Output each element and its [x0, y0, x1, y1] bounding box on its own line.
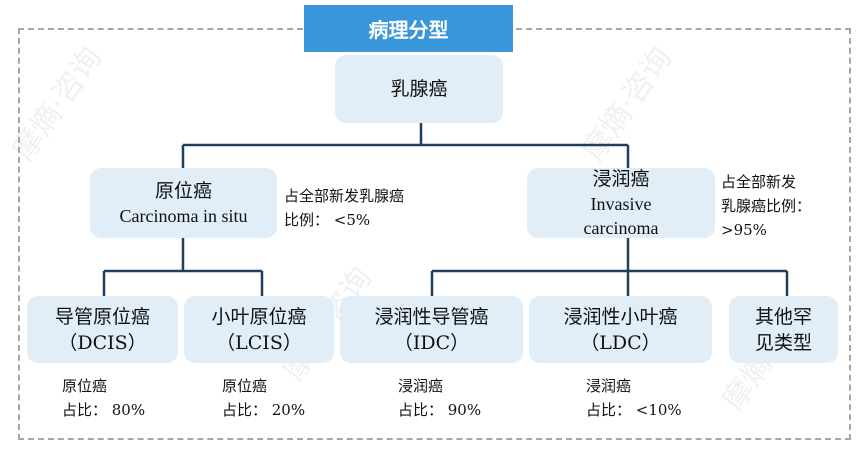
- note-line: 比例： <5%: [284, 211, 371, 229]
- note-line: 占比： 90%: [398, 401, 482, 419]
- note-line: 占全部新发: [721, 173, 797, 191]
- node-carcinoma-in-situ: 原位癌 Carcinoma in situ: [90, 168, 277, 238]
- node-label: 见类型: [754, 331, 812, 354]
- note-dcis: 原位癌 占比： 80%: [62, 374, 145, 422]
- node-label-en: Invasive: [590, 194, 652, 214]
- node-label-en: carcinoma: [583, 218, 659, 238]
- note-line: 原位癌: [222, 377, 268, 395]
- node-breast-cancer: 乳腺癌: [335, 55, 503, 123]
- node-label: 其他罕: [754, 305, 812, 328]
- note-line: 占比： 20%: [222, 401, 306, 419]
- connector-invasive: [430, 238, 789, 296]
- note-idc: 浸润癌 占比： 90%: [398, 374, 481, 422]
- node-label-en: Carcinoma in situ: [119, 206, 248, 226]
- node-label: 原位癌: [154, 180, 212, 202]
- node-label: 乳腺癌: [390, 78, 448, 100]
- node-label: 小叶原位癌: [211, 305, 307, 328]
- node-ldc: 浸润性小叶癌 （LDC）: [529, 296, 712, 363]
- node-invasive-carcinoma: 浸润癌 Invasive carcinoma: [527, 168, 715, 238]
- note-line: 浸润癌: [398, 377, 444, 395]
- note-in-situ: 占全部新发乳腺癌 比例： <5%: [284, 184, 404, 232]
- note-line: 占全部新发乳腺癌: [284, 187, 405, 205]
- node-label: 浸润癌: [592, 168, 650, 190]
- note-line: 乳腺癌比例：: [721, 197, 812, 215]
- node-label: 浸润性导管癌: [374, 305, 489, 328]
- note-line: 浸润癌: [586, 377, 632, 395]
- node-abbr: （LCIS）: [216, 331, 302, 354]
- node-abbr: （LDC）: [580, 331, 661, 354]
- node-label: 浸润性小叶癌: [563, 305, 678, 328]
- note-lcis: 原位癌 占比： 20%: [222, 374, 305, 422]
- connector-root: [181, 123, 630, 168]
- node-dcis: 导管原位癌 （DCIS）: [27, 296, 178, 363]
- note-line: 占比： 80%: [62, 401, 146, 419]
- note-invasive: 占全部新发 乳腺癌比例： >95%: [721, 170, 811, 242]
- node-label: 导管原位癌: [54, 305, 150, 328]
- note-line: 原位癌: [62, 377, 108, 395]
- node-other-rare-types: 其他罕 见类型: [729, 296, 838, 363]
- note-line: 占比： <10%: [586, 401, 682, 419]
- note-ldc: 浸润癌 占比： <10%: [586, 374, 682, 422]
- note-line: >95%: [721, 221, 767, 239]
- node-lcis: 小叶原位癌 （LCIS）: [184, 296, 334, 363]
- node-abbr: （IDC）: [393, 331, 470, 354]
- diagram-title: 病理分型: [304, 5, 513, 52]
- node-abbr: （DCIS）: [58, 331, 147, 354]
- connector-in-situ: [102, 238, 264, 296]
- node-idc: 浸润性导管癌 （IDC）: [340, 296, 523, 363]
